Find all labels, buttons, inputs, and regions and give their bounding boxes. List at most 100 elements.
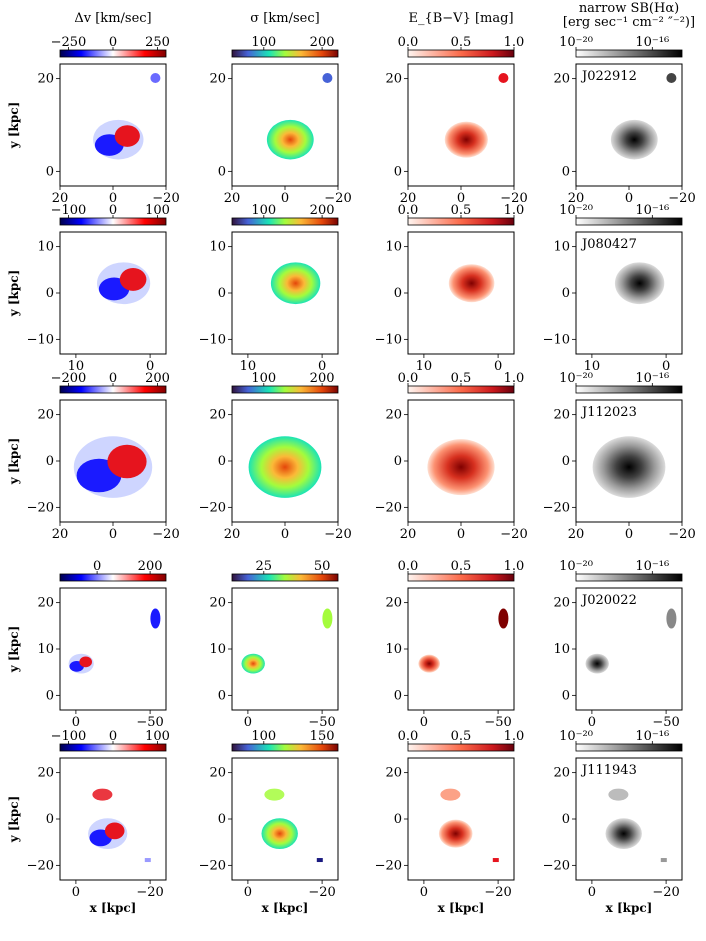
x-tick-label: −50 [652, 715, 679, 730]
object-label: J112023 [580, 405, 637, 420]
colorbar-tick-label: 10⁻¹⁶ [635, 371, 669, 386]
colorbar-tick-label: −100 [51, 729, 87, 744]
x-tick-label: 0 [588, 885, 596, 900]
x-tick-label: 0 [281, 191, 289, 206]
panel-extinction-1: 0.0 0.5 1.020 0 −20200 [385, 35, 527, 206]
x-tick-label: 0 [72, 885, 80, 900]
y-tick-label: 0 [562, 688, 570, 703]
panel-sb-4: 10⁻²⁰ 10⁻¹⁶ J020022 0 −50 20 10 0 [553, 559, 682, 730]
y-tick-label: −10 [27, 332, 54, 347]
x-tick-label: 20 [224, 527, 241, 542]
y-tick-label: 10 [385, 240, 402, 255]
header-sb-line1: narrow SB(Hα) [579, 1, 679, 16]
y-tick-label: 20 [37, 408, 54, 423]
header-sb-line2: [erg sec⁻¹ cm⁻² ″⁻²)] [563, 15, 695, 30]
colorbar-tick-label: 10⁻²⁰ [559, 203, 593, 218]
x-tick-label: 0 [420, 715, 428, 730]
colorbar-tick-label: 1.0 [504, 729, 525, 744]
y-tick-label: 20 [385, 766, 402, 781]
y-axis-title: y [kpc] [7, 796, 21, 844]
companion-blob [666, 609, 676, 629]
colorbar-tick-label: 0.0 [398, 35, 419, 50]
y-tick-label: 10 [553, 642, 570, 657]
panel-velocity-3: −200 0 20020 0 −20200−20y [kpc] [7, 371, 180, 542]
panel-extinction-5: 0.0 0.5 1.00 −20200−20x [kpc] [375, 729, 525, 915]
y-tick-label: 20 [209, 766, 226, 781]
y-tick-label: −20 [375, 858, 402, 873]
panel-sb-2: 10⁻²⁰ 10⁻¹⁶J08042710 0100−10 [543, 203, 682, 374]
y-tick-label: 0 [394, 164, 402, 179]
y-tick-label: 0 [562, 164, 570, 179]
y-tick-label: 0 [46, 812, 54, 827]
y-tick-label: 20 [385, 72, 402, 87]
panel-dispersion-3: 100 20020 0 −20200−20 [199, 371, 352, 542]
map-content [593, 436, 666, 498]
header-dispersion: σ [km/sec] [250, 11, 319, 26]
sb-blob [611, 120, 658, 160]
y-axis-title: y [kpc] [7, 270, 21, 318]
colorbar-tick-label: 10⁻²⁰ [559, 559, 593, 574]
colorbar-tick-label: 0 [109, 203, 117, 218]
colorbar-dispersion [232, 50, 338, 57]
companion-blob [150, 73, 160, 83]
colorbar-tick-label: 10⁻¹⁶ [635, 35, 669, 50]
object-label: J111943 [580, 763, 637, 778]
colorbar-tick-label: 100 [145, 729, 170, 744]
colorbar-tick-label: 200 [310, 35, 335, 50]
colorbar-extinction [408, 744, 514, 751]
x-tick-label: 20 [224, 191, 241, 206]
y-axis-title: y [kpc] [7, 626, 21, 674]
x-tick-label: 0 [281, 527, 289, 542]
sb-blob [606, 818, 642, 849]
x-tick-label: 0 [625, 527, 633, 542]
y-axis-title: y [kpc] [7, 102, 21, 150]
y-tick-label: −20 [199, 500, 226, 515]
x-tick-label: 0 [244, 885, 252, 900]
x-tick-label: 0 [588, 715, 596, 730]
map-content [74, 436, 152, 498]
x-tick-label: −20 [484, 885, 511, 900]
colorbar-tick-label: 1.0 [504, 371, 525, 386]
x-axis-title: x [kpc] [90, 901, 137, 915]
disp-blob [271, 262, 320, 304]
panel-frame [60, 588, 166, 710]
colorbar-sb [576, 386, 682, 393]
y-tick-label: 0 [218, 286, 226, 301]
colorbar-tick-label: 0.5 [451, 559, 472, 574]
y-tick-label: −20 [199, 858, 226, 873]
x-tick-label: 0 [420, 885, 428, 900]
y-tick-label: 20 [37, 766, 54, 781]
ext-blob [449, 264, 495, 302]
y-tick-label: 0 [46, 688, 54, 703]
colorbar-sb [576, 218, 682, 225]
sb-blob [593, 436, 666, 498]
y-tick-label: 0 [394, 454, 402, 469]
x-tick-label: −50 [308, 715, 335, 730]
panel-extinction-3: 0.0 0.5 1.0 20 0 −20 20 0 −20 [375, 371, 528, 542]
x-tick-label: −20 [308, 885, 335, 900]
colorbar-tick-label: 150 [310, 729, 335, 744]
y-tick-label: 10 [37, 642, 54, 657]
colorbar-tick-label: 0.5 [451, 203, 472, 218]
panel-frame [232, 588, 338, 710]
colorbar-tick-label: 200 [310, 203, 335, 218]
y-tick-label: 10 [553, 240, 570, 255]
colorbar-extinction [408, 574, 514, 581]
colorbar-velocity [60, 50, 166, 57]
y-tick-label: 0 [218, 688, 226, 703]
colorbar-tick-label: 100 [251, 35, 276, 50]
colorbar-tick-label: 0.0 [398, 729, 419, 744]
x-axis-title: x [kpc] [438, 901, 485, 915]
x-tick-label: −50 [484, 715, 511, 730]
panel-sb-1: 10⁻²⁰ 10⁻¹⁶J02291220 0 −20200 [553, 35, 695, 206]
object-label: J022912 [580, 69, 637, 84]
y-tick-label: 20 [553, 72, 570, 87]
colorbar-tick-label: 100 [251, 371, 276, 386]
panel-dispersion-1: 100 20020 0 −20200 [209, 35, 351, 206]
colorbar-tick-label: −250 [51, 35, 87, 50]
knot [317, 858, 323, 862]
y-tick-label: 0 [394, 688, 402, 703]
panel-velocity-2: −100 0 10010 0100−10y [kpc] [7, 203, 170, 374]
colorbar-sb [576, 744, 682, 751]
